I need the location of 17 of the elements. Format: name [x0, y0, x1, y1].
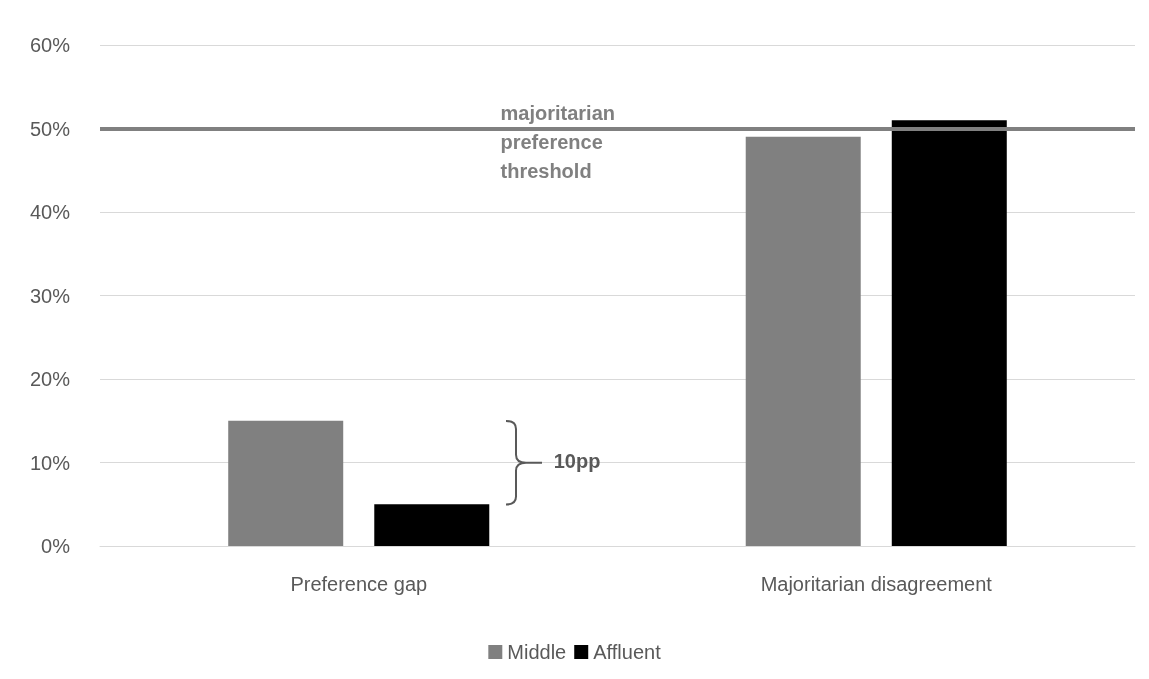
y-tick-label: 0% — [41, 535, 71, 557]
bar — [228, 420, 344, 546]
bar — [374, 504, 490, 546]
bar — [891, 120, 1007, 546]
x-tick-label: Preference gap — [290, 573, 428, 595]
legend-label: Affluent — [593, 641, 662, 663]
y-tick-label: 40% — [29, 201, 71, 223]
y-tick-label: 20% — [29, 368, 71, 390]
legend-label: Middle — [507, 641, 567, 663]
bar — [745, 136, 861, 546]
y-tick-label: 10% — [29, 451, 71, 474]
y-tick-label: 30% — [29, 284, 71, 307]
y-tick-label: 50% — [29, 117, 71, 140]
annotation: 10pp — [553, 449, 601, 472]
ref-line-label: majoritarian preference threshold — [500, 102, 621, 182]
x-tick-label: Majoritarian disagreement — [760, 573, 993, 595]
y-tick-label: 60% — [29, 34, 71, 56]
